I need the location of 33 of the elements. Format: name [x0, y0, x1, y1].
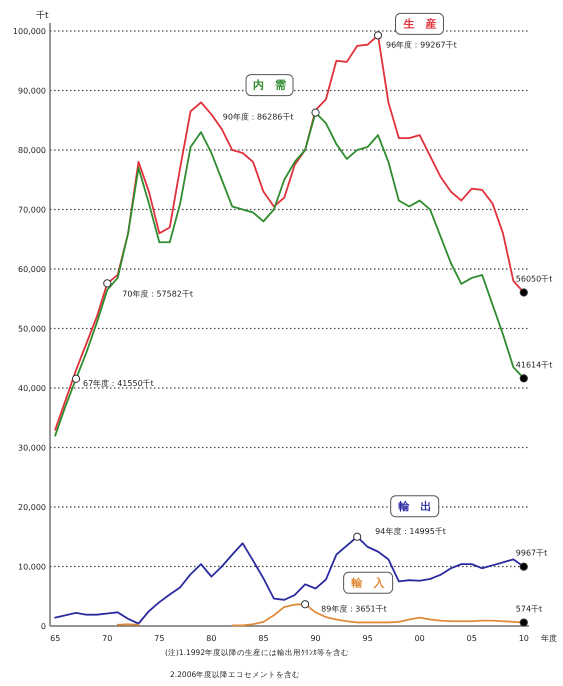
ytick: 70,000	[18, 206, 46, 214]
ylabel: 千t	[36, 11, 49, 21]
annotation: 70年度：57582千t	[122, 289, 194, 298]
ytick: 80,000	[18, 146, 46, 155]
xtick: 00	[414, 634, 425, 643]
xtick: 95	[362, 634, 373, 643]
ytick: 40,000	[18, 384, 46, 393]
annotation: 90年度：86286千t	[222, 112, 294, 122]
xtick: 65	[50, 634, 60, 643]
ytick: 30,000	[18, 444, 46, 452]
xtick: 10	[518, 634, 529, 643]
ytick: 100,000	[12, 27, 46, 36]
xlabel: 年度	[541, 634, 557, 643]
annotation: 41614千t	[516, 360, 552, 370]
xtick: 80	[206, 634, 216, 643]
ytick: 20,000	[18, 503, 46, 512]
annotation: 9967千t	[516, 548, 548, 558]
ytick: 50,000	[18, 324, 46, 334]
ytick: 10,000	[18, 562, 46, 572]
annotation: 94年度：14995千t	[375, 526, 446, 536]
xtick: 90	[310, 634, 321, 643]
ytick: 0	[40, 622, 46, 631]
annotation: 89年度：3651千t	[321, 604, 387, 614]
xtick: 85	[258, 634, 269, 643]
xtick: 75	[154, 634, 164, 643]
ytick: 90,000	[18, 86, 46, 96]
annotation: 67年度：41550千t	[83, 378, 154, 388]
ytick: 60,000	[18, 265, 46, 274]
annotation: 56050千t	[516, 274, 552, 284]
xtick: 05	[466, 634, 477, 643]
annotation: 96年度：99267千t	[386, 40, 457, 50]
annotation: 574千t	[516, 604, 542, 614]
xtick: 70	[102, 634, 112, 643]
